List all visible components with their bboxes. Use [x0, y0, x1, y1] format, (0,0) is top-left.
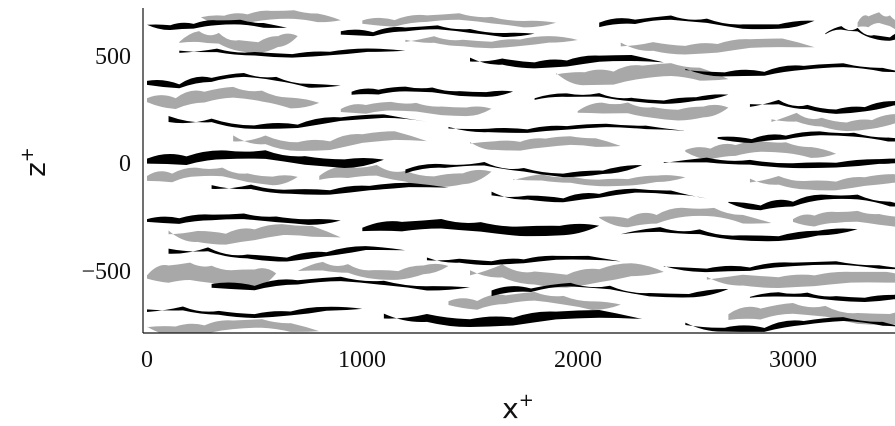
low-speed-streak [383, 309, 643, 328]
low-speed-streak [147, 150, 384, 168]
low-speed-streak [749, 99, 895, 114]
high-speed-streak [706, 271, 895, 289]
high-speed-streak [857, 12, 895, 30]
high-speed-streak [168, 224, 341, 245]
low-speed-streak [685, 63, 895, 77]
low-speed-streak [211, 182, 449, 195]
low-speed-streak [599, 15, 815, 30]
low-speed-streak [147, 213, 341, 225]
low-speed-streak [340, 25, 535, 37]
high-speed-streak [448, 291, 621, 310]
high-speed-streak [147, 319, 320, 333]
low-speed-streak [211, 276, 470, 291]
low-speed-streak [168, 246, 406, 262]
high-speed-streak [179, 31, 298, 54]
high-speed-streak [577, 102, 729, 121]
x-tick-label: 3000 [769, 347, 817, 373]
x-tick-label: 0 [141, 347, 153, 373]
high-speed-streak [233, 131, 427, 151]
low-speed-streak [620, 227, 858, 242]
low-speed-streak [448, 123, 686, 133]
low-speed-streak [717, 131, 895, 143]
low-speed-streak [147, 19, 287, 31]
low-speed-streak [147, 73, 341, 89]
low-speed-streak [685, 317, 895, 332]
high-speed-streak [470, 136, 621, 151]
y-tick-label: 500 [95, 44, 131, 70]
high-speed-streak [405, 36, 578, 49]
low-speed-streak [179, 48, 406, 58]
high-speed-streak [771, 112, 895, 132]
high-speed-streak [556, 63, 729, 86]
low-speed-streaks [147, 15, 895, 332]
high-speed-streak [513, 174, 686, 187]
high-speed-streak [793, 210, 895, 227]
low-speed-streak [168, 114, 427, 129]
low-speed-streak [470, 54, 664, 69]
y-tick-label: 0 [119, 151, 131, 177]
low-speed-streak [663, 261, 895, 273]
low-speed-streak [825, 26, 895, 41]
low-speed-streak [351, 86, 514, 97]
high-speed-streak [319, 164, 492, 188]
x-tick-label: 1000 [338, 347, 386, 373]
high-speed-streak [147, 86, 320, 110]
low-speed-streak [426, 255, 621, 266]
high-speed-streaks [147, 10, 895, 333]
low-speed-streak [534, 93, 729, 104]
high-speed-streak [685, 140, 837, 160]
high-speed-streak [147, 262, 277, 288]
low-speed-streak [405, 162, 643, 178]
x-axis-label: x+ [502, 390, 534, 425]
x-tick-label: 2000 [554, 347, 602, 373]
high-speed-streak [147, 167, 298, 186]
y-tick-label: −500 [81, 259, 131, 285]
high-speed-streak [362, 13, 557, 28]
high-speed-streak [297, 261, 449, 280]
high-speed-streak [470, 263, 664, 288]
high-speed-streak [599, 207, 772, 228]
low-speed-streak [491, 282, 729, 298]
low-speed-streak [147, 306, 363, 318]
low-speed-streak [728, 194, 895, 211]
high-speed-streak [340, 101, 492, 117]
low-speed-streak [491, 188, 707, 203]
low-speed-streak [663, 157, 895, 169]
high-speed-streak [749, 174, 895, 191]
low-speed-streak [362, 219, 600, 237]
high-speed-streak [620, 38, 815, 55]
y-axis-label: z+ [17, 147, 52, 177]
low-speed-streak [749, 292, 895, 303]
